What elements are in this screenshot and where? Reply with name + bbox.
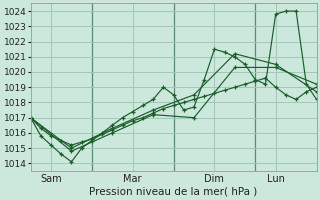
X-axis label: Pression niveau de la mer( hPa ): Pression niveau de la mer( hPa )	[90, 187, 258, 197]
